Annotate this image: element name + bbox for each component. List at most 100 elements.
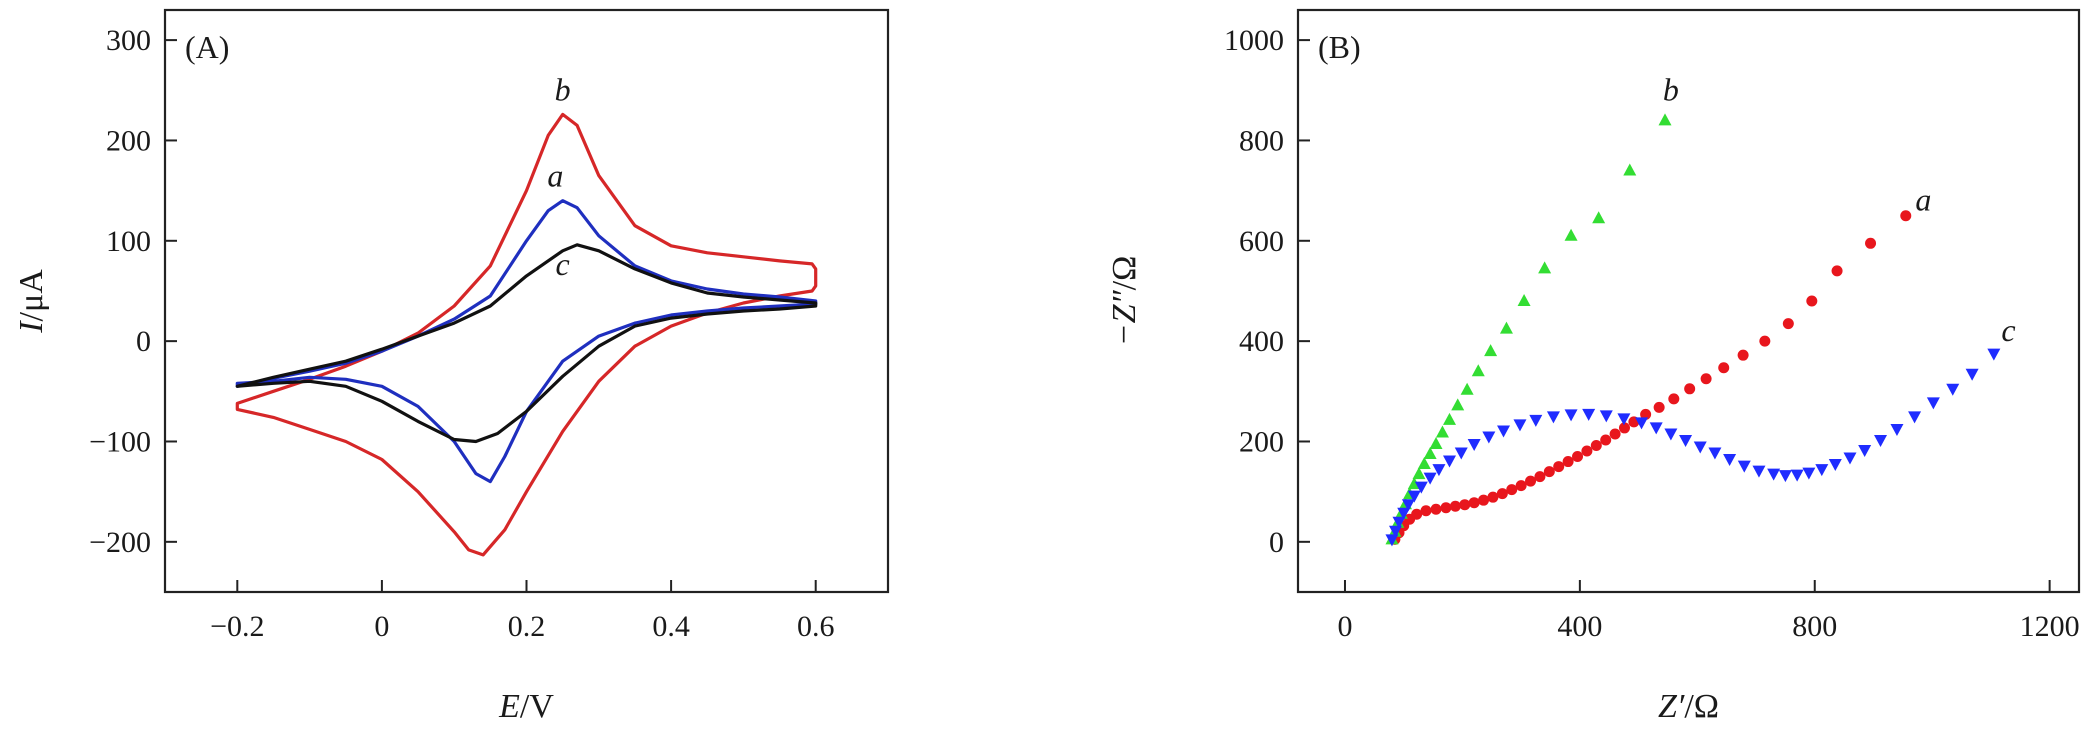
series-c-point bbox=[1708, 447, 1722, 460]
series-a-point bbox=[1609, 428, 1621, 440]
series-a-point bbox=[1449, 500, 1461, 512]
series-c-point bbox=[1467, 438, 1481, 451]
series-c-point bbox=[1401, 499, 1415, 512]
series-b-point bbox=[1423, 447, 1437, 460]
series-a-point bbox=[1684, 383, 1696, 395]
x-axis-title-unit: /V bbox=[520, 688, 554, 725]
series-b-point bbox=[1435, 425, 1449, 438]
series-c-point bbox=[1946, 383, 1960, 396]
series-c-point bbox=[1432, 464, 1446, 477]
series-b-label: b bbox=[555, 71, 571, 107]
y-tick-label: 1000 bbox=[1224, 24, 1284, 57]
series-a-point bbox=[1525, 475, 1537, 487]
series-c-point bbox=[1582, 408, 1596, 421]
series-a-point bbox=[1430, 503, 1442, 515]
series-c-point bbox=[1513, 419, 1527, 432]
series-c-point bbox=[1908, 411, 1922, 424]
series-a-point bbox=[1700, 373, 1712, 385]
series-c-point bbox=[1397, 507, 1411, 520]
series-c-point bbox=[1828, 459, 1842, 472]
series-c-point bbox=[1767, 468, 1781, 481]
series-a-point bbox=[1572, 451, 1584, 463]
series-c-point bbox=[1617, 413, 1631, 426]
series-c-point bbox=[1778, 470, 1792, 483]
series-c-point bbox=[1752, 465, 1766, 478]
series-b-point bbox=[1564, 228, 1578, 241]
series-b-point bbox=[1499, 321, 1513, 334]
series-a-curve bbox=[235, 199, 818, 484]
series-a-point bbox=[1478, 494, 1490, 506]
series-b-point bbox=[1451, 398, 1465, 411]
series-b-point bbox=[1592, 211, 1606, 224]
y-tick-label: −200 bbox=[89, 526, 151, 559]
y-tick-label: 200 bbox=[1239, 425, 1284, 458]
x-tick-label: 800 bbox=[1792, 610, 1837, 643]
series-c-point bbox=[1693, 441, 1707, 454]
x-axis-title: Z′/Ω bbox=[1658, 688, 1719, 725]
series-b-label: b bbox=[1663, 71, 1679, 107]
series-a-point bbox=[1420, 505, 1432, 517]
series-b-point bbox=[1460, 382, 1474, 395]
series-a-point bbox=[1487, 491, 1499, 503]
y-tick-label: −100 bbox=[89, 425, 151, 458]
y-axis-title-symbol: −Z″ bbox=[1106, 290, 1143, 347]
series-a-point bbox=[1668, 393, 1680, 405]
series-c-curve bbox=[235, 243, 818, 444]
series-a-point bbox=[1506, 484, 1518, 496]
series-b-point bbox=[1412, 467, 1426, 480]
series-a-point bbox=[1806, 295, 1818, 307]
series-b-point bbox=[1623, 163, 1637, 176]
series-c-point bbox=[1407, 490, 1421, 503]
series-a-point bbox=[1553, 461, 1565, 473]
panel-label: (A) bbox=[185, 29, 229, 65]
y-tick-label: 0 bbox=[136, 325, 151, 358]
series-a-point bbox=[1600, 434, 1612, 446]
y-axis-title: −Z″/Ω bbox=[1106, 256, 1143, 347]
series-c-point bbox=[1529, 414, 1543, 427]
y-tick-label: 600 bbox=[1239, 225, 1284, 258]
series-c-point bbox=[1414, 481, 1428, 494]
x-axis-title-symbol: E bbox=[498, 688, 520, 725]
series-c-point bbox=[1737, 460, 1751, 473]
x-tick-label: 0.6 bbox=[797, 610, 835, 643]
y-tick-label: 0 bbox=[1269, 526, 1284, 559]
series-c-point bbox=[1649, 422, 1663, 435]
x-axis-title-symbol: Z′ bbox=[1658, 688, 1685, 725]
x-tick-label: 0 bbox=[374, 610, 389, 643]
series-a-point bbox=[1562, 456, 1574, 468]
series-c-point bbox=[1790, 469, 1804, 482]
series-a-point bbox=[1496, 488, 1508, 500]
series-b-point bbox=[1443, 412, 1457, 425]
x-axis-title-unit: /Ω bbox=[1684, 688, 1719, 725]
series-c-label: c bbox=[2001, 312, 2015, 348]
series-c-point bbox=[1599, 410, 1613, 423]
x-axis-title: E/V bbox=[498, 688, 554, 725]
y-axis-title: I/μA bbox=[13, 269, 50, 334]
series-a-point bbox=[1581, 445, 1593, 457]
series-c-point bbox=[1454, 447, 1468, 460]
series-a-point bbox=[1653, 401, 1665, 413]
series-a-point bbox=[1865, 237, 1877, 249]
series-b-curve bbox=[235, 112, 818, 557]
series-c-point bbox=[1546, 411, 1560, 424]
y-tick-label: 800 bbox=[1239, 124, 1284, 157]
series-c-point bbox=[1802, 467, 1816, 480]
series-a-point bbox=[1759, 335, 1771, 347]
series-b-point bbox=[1538, 261, 1552, 274]
x-tick-label: 0 bbox=[1337, 610, 1352, 643]
series-a-point bbox=[1737, 349, 1749, 361]
x-tick-label: −0.2 bbox=[210, 610, 264, 643]
series-c-point bbox=[1965, 368, 1979, 381]
plot-frame bbox=[1296, 8, 2081, 594]
series-c-point bbox=[1890, 423, 1904, 436]
series-c-point bbox=[1564, 409, 1578, 422]
series-a-point bbox=[1411, 508, 1423, 520]
series-a-label: a bbox=[547, 158, 563, 194]
series-a-label: a bbox=[1915, 182, 1931, 218]
series-a-point bbox=[1718, 362, 1730, 374]
series-c-point bbox=[1843, 452, 1857, 465]
series-a-point bbox=[1534, 471, 1546, 483]
